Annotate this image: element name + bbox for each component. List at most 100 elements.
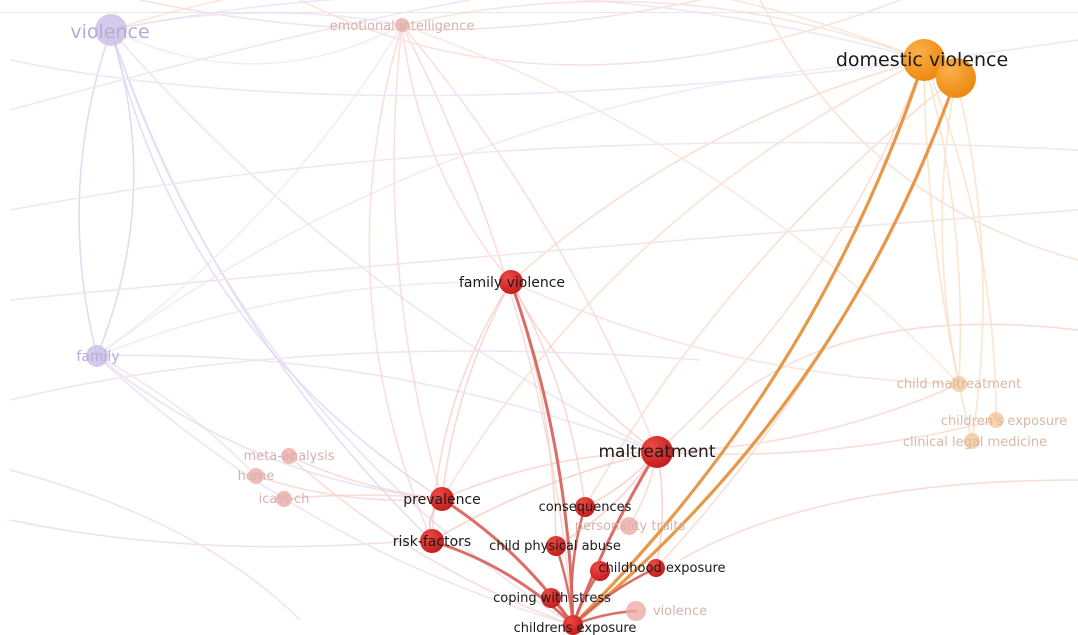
background-link xyxy=(9,39,1078,97)
background-link xyxy=(441,281,512,500)
background-link xyxy=(9,209,1078,301)
label-violence-small[interactable]: violence xyxy=(653,604,707,619)
background-link xyxy=(510,281,960,385)
label-violence[interactable]: violence xyxy=(70,21,149,43)
label-childrens-exposure[interactable]: childrens exposure xyxy=(514,621,637,635)
background-link xyxy=(96,355,257,477)
background-link xyxy=(401,24,658,453)
node-consequences[interactable] xyxy=(575,497,595,517)
label-icast-ch[interactable]: icast-ch xyxy=(259,492,310,507)
label-clinical-legal-medicine[interactable]: clinical legal medicine xyxy=(903,435,1047,450)
background-link xyxy=(139,0,701,31)
background-link xyxy=(699,323,1078,431)
background-link xyxy=(656,419,997,456)
background-link xyxy=(679,479,1078,561)
node-risk-factors[interactable] xyxy=(420,529,444,553)
network-labels: violence emotional intelligence family dome… xyxy=(70,19,1067,635)
label-domestic-violence[interactable]: domestic violence xyxy=(836,49,1008,71)
background-link xyxy=(401,24,960,385)
node-emotional-intelligence[interactable] xyxy=(395,18,409,32)
background-link xyxy=(431,451,658,542)
node-coping-with-stress[interactable] xyxy=(541,588,561,608)
background-link xyxy=(9,469,301,621)
background-link xyxy=(441,451,658,500)
node-home[interactable] xyxy=(248,468,264,484)
background-link xyxy=(401,24,512,283)
node-violence[interactable] xyxy=(95,14,127,46)
label-maltreatment[interactable]: maltreatment xyxy=(599,442,716,462)
label-home[interactable]: home xyxy=(238,469,275,484)
background-link xyxy=(110,0,925,61)
label-emotional-intelligence[interactable]: emotional intelligence xyxy=(330,19,475,34)
background-link xyxy=(110,24,403,65)
background-link xyxy=(759,0,1078,261)
node-prevalence[interactable] xyxy=(430,487,454,511)
node-meta-analysis[interactable] xyxy=(281,448,297,464)
node-domestic-violence-2[interactable] xyxy=(936,58,976,98)
label-family-violence[interactable]: family violence xyxy=(459,275,565,291)
background-link xyxy=(78,29,112,357)
background-link xyxy=(110,29,443,500)
background-link xyxy=(584,77,957,508)
background-link xyxy=(923,59,997,421)
label-risk-factors[interactable]: risk-factors xyxy=(393,534,471,550)
node-family[interactable] xyxy=(86,345,108,367)
label-consequences[interactable]: consequences xyxy=(539,500,632,515)
background-links xyxy=(9,0,1078,626)
background-link xyxy=(656,383,960,453)
label-child-physical-abuse[interactable]: child physical abuse xyxy=(489,539,621,554)
node-childrens-exposure[interactable] xyxy=(563,615,583,635)
background-link xyxy=(9,519,421,548)
background-link xyxy=(401,24,574,626)
background-link xyxy=(96,24,403,357)
top-divider xyxy=(0,12,1078,13)
background-link xyxy=(299,0,901,66)
node-childrens-exposure-2[interactable] xyxy=(988,412,1004,428)
background-link xyxy=(656,59,925,453)
node-family-violence[interactable] xyxy=(499,270,523,294)
background-link xyxy=(955,77,984,442)
label-prevalence[interactable]: prevalence xyxy=(403,492,481,508)
node-child-maltreatment[interactable] xyxy=(951,376,967,392)
label-family[interactable]: family xyxy=(76,349,119,365)
background-link xyxy=(401,0,925,61)
label-personality-traits[interactable]: personality traits xyxy=(575,519,686,534)
label-childrens-exposure-2[interactable]: children's exposure xyxy=(941,414,1067,429)
label-coping-with-stress[interactable]: coping with stress xyxy=(493,591,611,606)
background-link xyxy=(96,280,512,357)
link-childrens-exposure-domestic-violence-2 xyxy=(571,76,958,627)
background-link xyxy=(255,475,443,502)
background-link xyxy=(368,24,433,542)
background-link xyxy=(96,59,925,357)
background-link xyxy=(288,455,443,500)
background-link xyxy=(110,12,403,31)
background-link xyxy=(9,0,471,111)
node-child-physical-abuse[interactable] xyxy=(546,536,566,556)
node-maltreatment[interactable] xyxy=(641,436,673,468)
label-meta-analysis[interactable]: meta-analysis xyxy=(243,449,334,464)
background-link xyxy=(288,455,574,626)
node-personality-traits[interactable] xyxy=(620,517,638,535)
background-link xyxy=(941,77,960,385)
node-violence-small[interactable] xyxy=(626,601,646,621)
label-child-maltreatment[interactable]: child maltreatment xyxy=(897,377,1021,392)
background-link xyxy=(923,59,962,385)
node-domestic-violence[interactable] xyxy=(903,39,945,81)
highlighted-links xyxy=(430,58,958,627)
network-nodes xyxy=(86,14,1004,635)
background-link xyxy=(96,355,443,500)
background-link xyxy=(110,29,658,453)
label-childhood-exposure[interactable]: childhood exposure xyxy=(598,561,725,576)
node-clinical-legal-medicine[interactable] xyxy=(964,433,980,449)
background-link xyxy=(96,355,574,626)
background-link xyxy=(283,494,443,500)
link-childrens-exposure-domestic-violence xyxy=(571,58,926,627)
node-childhood-exposure-2[interactable] xyxy=(590,561,610,581)
background-link xyxy=(110,0,925,61)
node-icast-ch[interactable] xyxy=(276,491,292,507)
background-link xyxy=(510,281,586,508)
node-childhood-exposure[interactable] xyxy=(647,559,665,577)
background-link xyxy=(9,350,701,401)
background-link xyxy=(9,141,1078,211)
